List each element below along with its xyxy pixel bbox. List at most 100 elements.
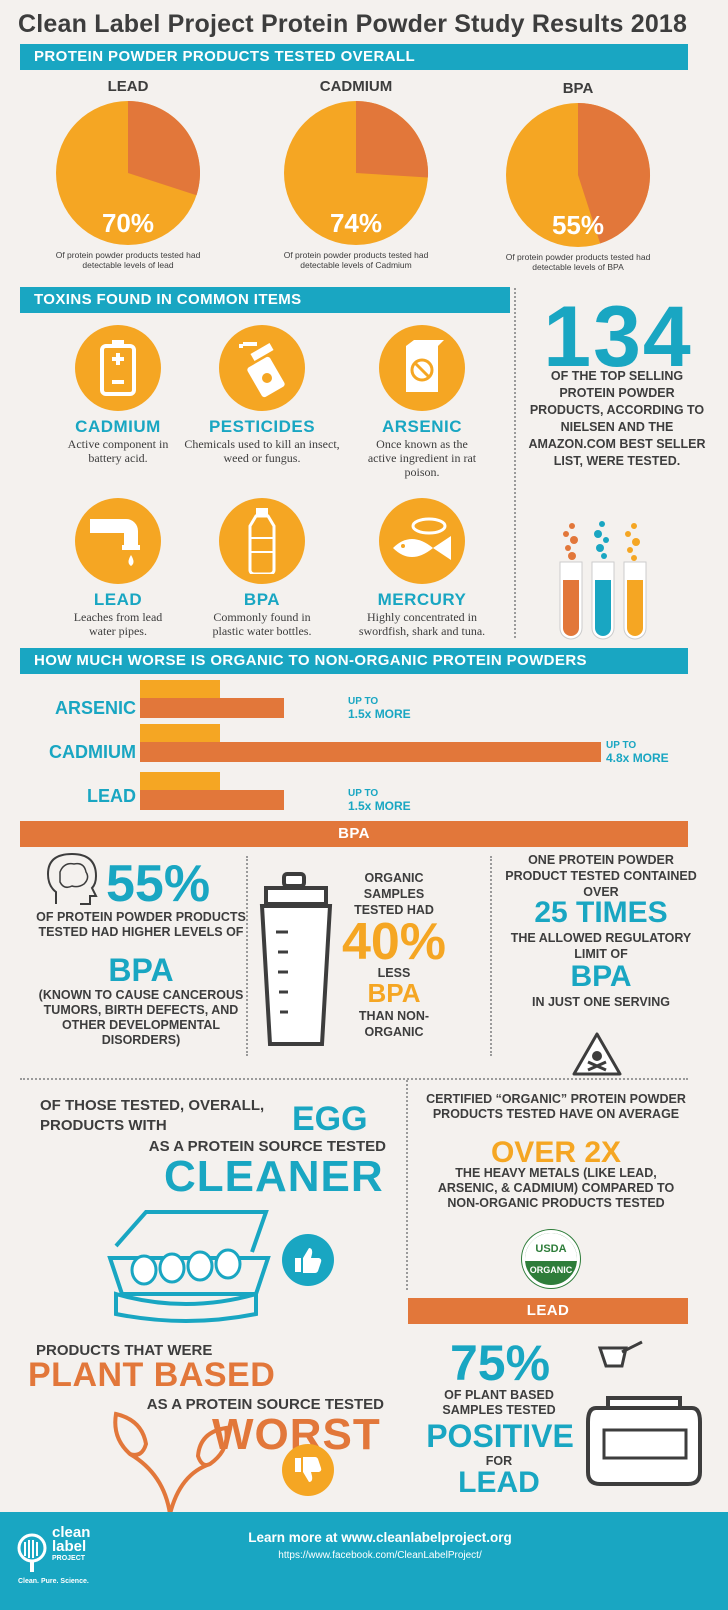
lead-for: FOR (485, 1454, 513, 1468)
bpa-stat-40: 40% (341, 913, 447, 971)
bar-label-arsenic: ARSENIC (54, 698, 136, 718)
footer: clean label PROJECT Clean. Pure. Science… (0, 1512, 728, 1610)
pie-percent: 55% (552, 210, 604, 240)
lead-lead: LEAD (458, 1466, 540, 1499)
lead-positive: POSITIVE (426, 1418, 574, 1454)
plant-sprout-icon (113, 1411, 229, 1515)
pie-chart: 70% (56, 101, 201, 245)
organic-metals-text: THE HEAVY METALS (LIKE LEAD, ARSENIC, & … (437, 1166, 675, 1210)
pie-chart: 55% (506, 102, 651, 247)
toxin-description: Active component in battery acid. (67, 437, 169, 465)
bpa-less: LESS (377, 966, 411, 980)
usda-organic-seal: USDA ORGANIC (522, 1230, 580, 1288)
bar-note-times: 1.5x MORE (348, 799, 411, 813)
egg-cleaner: CLEANER (164, 1152, 384, 1201)
bpa-stat-55-text: OF PROTEIN POWDER PRODUCTS TESTED HAD HI… (36, 910, 246, 939)
pie-caption: Of protein powder products tested had de… (55, 250, 201, 270)
toxin-name: ARSENIC (381, 417, 462, 436)
pie-label: BPA (562, 80, 594, 97)
page-title: Clean Label Project Protein Powder Study… (18, 10, 688, 38)
brain-head-icon (46, 852, 98, 905)
bar-note-times: 4.8x MORE (606, 751, 669, 765)
bottle-icon (219, 498, 305, 584)
logo-tagline: Clean. Pure. Science. (18, 1578, 89, 1585)
lead-banner: LEAD (408, 1298, 688, 1324)
fish-can-icon (379, 498, 465, 584)
divider (514, 288, 516, 638)
learn-more-link[interactable]: Learn more at www.cleanlabelproject.org (248, 1530, 512, 1545)
pie-slice (128, 101, 201, 196)
thumbs-up-icon (282, 1234, 334, 1286)
pie-caption: Of protein powder products tested had de… (283, 250, 429, 270)
logo-label: label (52, 1538, 87, 1555)
divider (490, 856, 492, 1056)
logo-magnifier-icon (17, 1533, 47, 1572)
bpa-25-times: 25 TIMES (534, 896, 668, 929)
bpa-serving-text: IN JUST ONE SERVING (532, 995, 670, 1009)
shaker-bottle-icon (259, 872, 333, 1046)
egg-word: EGG (292, 1100, 368, 1138)
bar-note-upto: UP TO (348, 696, 379, 707)
bar-note: UP TO 4.8x MORE (606, 740, 669, 766)
egg-source-text: AS A PROTEIN SOURCE TESTED (148, 1138, 386, 1155)
protein-tub-icon (586, 1340, 702, 1486)
bpa-limit-text: ONE PROTEIN POWDER PRODUCT TESTED CONTAI… (505, 853, 697, 899)
seal-bottom-text: ORGANIC (529, 1265, 573, 1275)
toxin-name: MERCURY (377, 590, 467, 609)
bar-organic-cadmium (140, 742, 601, 762)
bpa-stat-55-note: (KNOWN TO CAUSE CANCEROUS TUMORS, BIRTH … (38, 988, 244, 1047)
toxin-description: Highly concentrated in swordfish, shark … (358, 610, 486, 638)
bar-organic-lead (140, 790, 284, 810)
pie-slice (356, 100, 429, 178)
toxin-name: BPA (243, 590, 281, 609)
lead-plant-text: OF PLANT BASED SAMPLES TESTED (442, 1388, 556, 1417)
logo-clean: clean (52, 1524, 91, 1541)
product-count-text: OF THE TOP SELLING PROTEIN POWDER PRODUC… (528, 369, 706, 468)
pie-label: LEAD (107, 78, 149, 95)
divider (406, 1080, 408, 1290)
logo-project: PROJECT (52, 1555, 86, 1562)
plant-source-text: AS A PROTEIN SOURCE TESTED (146, 1396, 384, 1413)
bpa-big-3: BPA (570, 960, 632, 993)
test-tubes-icon (559, 521, 647, 640)
toxin-cadmium: CADMIUM Active component in battery acid… (38, 325, 198, 465)
divider (246, 856, 248, 1056)
pie-caption: Of protein powder products tested had de… (505, 252, 651, 272)
product-count: 134 (543, 289, 693, 385)
organic-over-2x: OVER 2X (490, 1136, 622, 1169)
logo-text: clean label PROJECT (52, 1524, 91, 1563)
worse-banner: HOW MUCH WORSE IS ORGANIC TO NON-ORGANIC… (20, 648, 688, 674)
divider (20, 1078, 688, 1080)
pie-percent: 70% (102, 208, 154, 238)
bpa-big-2: BPA (367, 978, 421, 1008)
toxin-name: CADMIUM (75, 417, 161, 436)
bar-nonorganic-lead (140, 772, 220, 790)
bar-nonorganic-arsenic (140, 680, 220, 698)
toxin-description: Leaches from lead water pipes. (73, 610, 163, 638)
egg-text: OF THOSE TESTED, OVERALL, PRODUCTS WITH (40, 1097, 265, 1134)
pie-chart: 74% (284, 100, 429, 245)
egg-carton-icon (107, 1210, 271, 1323)
pie-label: CADMIUM (319, 78, 393, 95)
toxins-banner: TOXINS FOUND IN COMMON ITEMS (20, 287, 510, 313)
bpa-than-text: THAN NON-ORGANIC (358, 1009, 430, 1039)
pie-bpa: BPA 55% Of protein powder products teste… (488, 80, 668, 272)
organic-text: CERTIFIED “ORGANIC” PROTEIN POWDER PRODU… (426, 1092, 686, 1121)
toxin-name: PESTICIDES (208, 417, 316, 436)
bar-label-cadmium: CADMIUM (49, 742, 136, 762)
pipe-icon (75, 498, 161, 584)
toxin-name: LEAD (93, 590, 143, 609)
bar-note-upto: UP TO (606, 740, 637, 751)
thumbs-down-icon (282, 1444, 334, 1496)
bpa-stat-55: 55% (106, 855, 211, 913)
hazard-icon (572, 1032, 622, 1076)
pie-slice (578, 102, 651, 244)
pie-cadmium: CADMIUM 74% Of protein powder products t… (266, 78, 446, 270)
bar-note-times: 1.5x MORE (348, 707, 411, 721)
bpa-big-1: BPA (108, 952, 174, 988)
poison-box-icon (379, 325, 465, 411)
bar-organic-arsenic (140, 698, 284, 718)
overall-banner: PROTEIN POWDER PRODUCTS TESTED OVERALL (20, 44, 688, 70)
bpa-organic-text: ORGANIC SAMPLES TESTED HAD (354, 871, 434, 917)
facebook-link[interactable]: https://www.facebook.com/CleanLabelProje… (278, 1550, 482, 1561)
